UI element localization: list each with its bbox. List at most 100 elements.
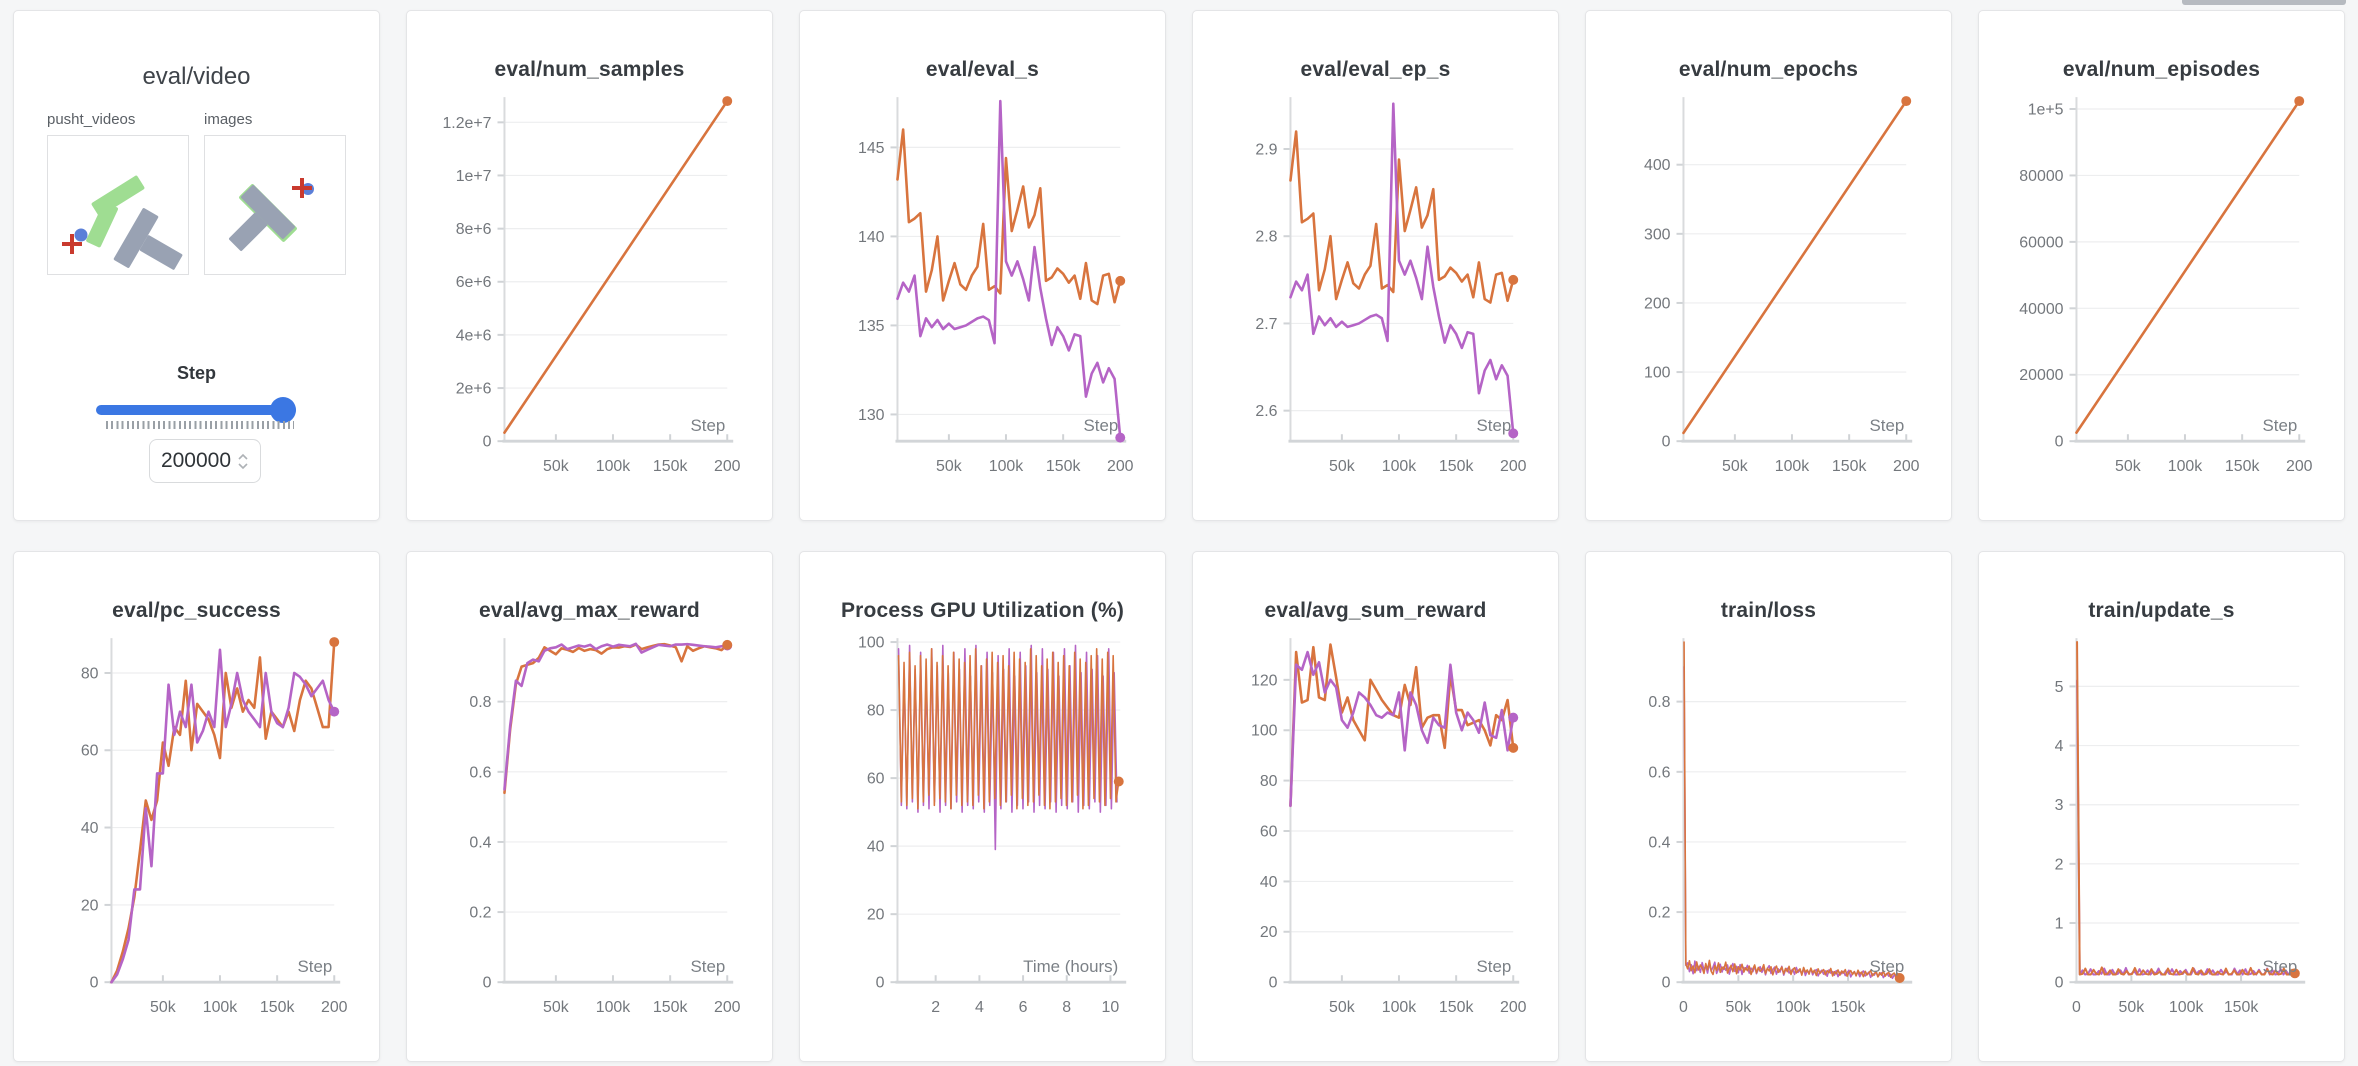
svg-text:Step: Step	[2263, 416, 2298, 435]
svg-text:80000: 80000	[2019, 168, 2063, 185]
svg-text:2.8: 2.8	[1255, 229, 1277, 246]
goal-cross	[62, 234, 82, 254]
svg-text:0: 0	[2055, 434, 2064, 451]
svg-text:200: 200	[1500, 458, 1527, 475]
svg-text:60000: 60000	[2019, 234, 2063, 251]
svg-text:400: 400	[1644, 157, 1671, 174]
chart-title: eval/num_samples	[494, 58, 685, 81]
panel-eval-video: eval/video pusht_videos	[13, 10, 380, 521]
svg-text:40: 40	[867, 839, 885, 856]
line-chart-train-loss[interactable]: 0 0.2 0.4 0.6 0.8 0 50k 100k 150k Step	[1586, 633, 1951, 1035]
chart-title: eval/num_epochs	[1678, 58, 1859, 81]
svg-text:50k: 50k	[543, 999, 569, 1016]
svg-text:1e+7: 1e+7	[456, 168, 492, 185]
svg-text:0.6: 0.6	[469, 764, 491, 781]
line-chart-eval-num-episodes[interactable]: 0 20000 40000 60000 80000 1e+5 50k 100k 150k 200 S…	[1979, 92, 2344, 494]
panel-eval-eval-s: eval/eval_s 130 135 140 145 50k 100k 150k 200 St…	[799, 10, 1166, 521]
svg-text:145: 145	[858, 140, 885, 157]
panel-eval-num-epochs: eval/num_epochs 0 100 200 300 400 50k 100k 150k…	[1585, 10, 1952, 521]
svg-text:0.2: 0.2	[469, 905, 491, 922]
svg-text:5: 5	[2055, 679, 2064, 696]
svg-text:Step: Step	[1477, 416, 1512, 435]
chart-title: eval/eval_ep_s	[1300, 58, 1451, 81]
svg-text:0: 0	[1269, 975, 1278, 992]
svg-text:80: 80	[867, 703, 885, 720]
chevron-up-icon[interactable]	[237, 453, 249, 461]
svg-text:50k: 50k	[2119, 999, 2145, 1016]
step-input[interactable]: 200000	[149, 439, 261, 483]
svg-text:140: 140	[858, 229, 885, 246]
media-figure-pusht-videos: pusht_videos	[47, 111, 189, 275]
svg-text:60: 60	[1260, 823, 1278, 840]
svg-text:130: 130	[858, 407, 885, 424]
chart-title: eval/avg_max_reward	[479, 599, 700, 622]
svg-text:100k: 100k	[2168, 458, 2203, 475]
slider-tick-ruler	[106, 421, 294, 429]
chart-title: Process GPU Utilization (%)	[840, 599, 1125, 622]
scrollbar-thumb[interactable]	[2182, 0, 2346, 5]
svg-text:40: 40	[81, 820, 99, 837]
line-chart-train-update-s[interactable]: 0 1 2 3 4 5 0 50k 100k 150k Step	[1979, 633, 2344, 1035]
svg-text:300: 300	[1644, 226, 1671, 243]
svg-text:0: 0	[876, 975, 885, 992]
slider-knob[interactable]	[270, 397, 296, 423]
svg-text:0: 0	[1662, 975, 1671, 992]
line-chart-eval-num-epochs[interactable]: 0 100 200 300 400 50k 100k 150k 200 Step	[1586, 92, 1951, 494]
panel-eval-avg-max-reward: eval/avg_max_reward 0 0.2 0.4 0.6 0.8 50k 100k…	[406, 551, 773, 1062]
line-chart-eval-eval-s[interactable]: 130 135 140 145 50k 100k 150k 200 Step	[800, 92, 1165, 494]
svg-text:150k: 150k	[1831, 999, 1866, 1016]
step-slider[interactable]	[96, 405, 296, 415]
svg-text:150k: 150k	[1439, 458, 1474, 475]
step-input-value: 200000	[160, 449, 232, 472]
svg-text:0.2: 0.2	[1648, 905, 1670, 922]
svg-text:100k: 100k	[203, 999, 238, 1016]
svg-text:150k: 150k	[260, 999, 295, 1016]
media-figure-images: images	[204, 111, 346, 275]
svg-text:2: 2	[931, 999, 940, 1016]
svg-text:1.2e+7: 1.2e+7	[442, 115, 491, 132]
line-chart-gpu-utilization[interactable]: 0 20 40 60 80 100 2 4 6 8 10 Time (hours)	[800, 633, 1165, 1035]
panel-gpu-utilization: Process GPU Utilization (%) 0 20 40 60 80 100…	[799, 551, 1166, 1062]
svg-text:200: 200	[1644, 295, 1671, 312]
svg-text:100k: 100k	[1776, 999, 1811, 1016]
svg-text:2.7: 2.7	[1255, 316, 1277, 333]
svg-text:120: 120	[1251, 672, 1278, 689]
svg-text:0.4: 0.4	[1648, 834, 1670, 851]
svg-text:Step: Step	[1477, 957, 1512, 976]
line-chart-eval-avg-max-reward[interactable]: 0 0.2 0.4 0.6 0.8 50k 100k 150k 200 Step	[407, 633, 772, 1035]
line-chart-eval-eval-ep-s[interactable]: 2.6 2.7 2.8 2.9 50k 100k 150k 200 Step	[1193, 92, 1558, 494]
svg-text:50k: 50k	[936, 458, 962, 475]
svg-text:100k: 100k	[2169, 999, 2204, 1016]
svg-text:Step: Step	[1870, 957, 1905, 976]
svg-text:4: 4	[975, 999, 984, 1016]
media-figure-label: pusht_videos	[47, 111, 136, 128]
panel-train-loss: train/loss 0 0.2 0.4 0.6 0.8 0 50k 100k 150k Step	[1585, 551, 1952, 1062]
image-thumbnail[interactable]	[204, 135, 346, 275]
stepper-arrows[interactable]	[237, 453, 249, 470]
svg-text:100k: 100k	[1382, 458, 1417, 475]
svg-text:20: 20	[81, 897, 99, 914]
svg-text:0.4: 0.4	[469, 834, 491, 851]
svg-text:0: 0	[2072, 999, 2081, 1016]
svg-text:20: 20	[1260, 924, 1278, 941]
svg-text:2.9: 2.9	[1255, 141, 1277, 158]
pusht-scene-graphic	[62, 175, 183, 270]
svg-text:150k: 150k	[1439, 999, 1474, 1016]
svg-text:60: 60	[867, 771, 885, 788]
svg-text:20000: 20000	[2019, 367, 2063, 384]
svg-text:Step: Step	[1084, 416, 1119, 435]
svg-text:0.8: 0.8	[469, 694, 491, 711]
line-chart-eval-avg-sum-reward[interactable]: 0 20 40 60 80 100 120 50k 100k 150k 200 Step	[1193, 633, 1558, 1035]
svg-text:2e+6: 2e+6	[456, 381, 492, 398]
svg-text:50k: 50k	[150, 999, 176, 1016]
svg-text:4: 4	[2055, 738, 2064, 755]
video-thumbnail-pusht[interactable]	[47, 135, 189, 275]
panel-eval-pc-success: eval/pc_success 0 20 40 60 80 50k 100k 150k 200 S…	[13, 551, 380, 1062]
svg-text:200: 200	[2286, 458, 2313, 475]
svg-text:0: 0	[2055, 975, 2064, 992]
line-chart-eval-pc-success[interactable]: 0 20 40 60 80 50k 100k 150k 200 Step	[14, 633, 379, 1035]
svg-text:4e+6: 4e+6	[456, 327, 492, 344]
line-chart-eval-num-samples[interactable]: 0 2e+6 4e+6 6e+6 8e+6 1e+7 1.2e+7 50k 100k 150k 20…	[407, 92, 772, 494]
chevron-down-icon[interactable]	[237, 462, 249, 470]
green-tee-stem	[86, 202, 118, 248]
